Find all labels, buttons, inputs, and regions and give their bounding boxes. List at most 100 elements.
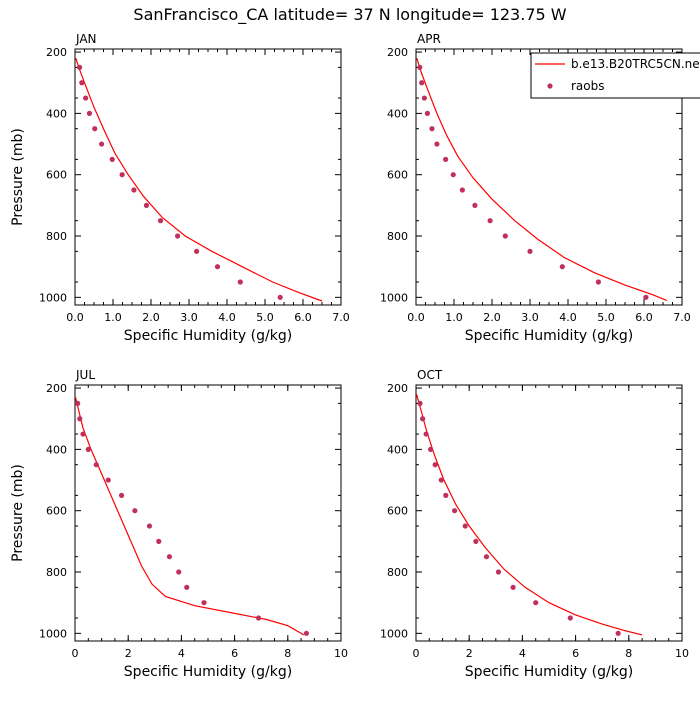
jan-xtick-label: 4.0: [218, 311, 236, 324]
oct-raobs-point: [451, 508, 458, 514]
apr-ytick-label: 400: [387, 107, 408, 120]
oct-ytick-label: 800: [387, 566, 408, 579]
oct-ytick-label: 600: [387, 505, 408, 518]
oct-raobs-point: [423, 431, 429, 437]
apr-raobs-point: [419, 80, 425, 86]
jul-raobs-point: [77, 416, 83, 422]
legend-model-label: b.e13.B20TRC5CN.ne120_g16.002: [571, 57, 700, 71]
jan-ytick-label: 800: [46, 230, 67, 243]
legend-obs-label: raobs: [571, 79, 605, 93]
apr-xtick-label: 1.0: [445, 311, 463, 324]
jan-xlabel: Specific Humidity (g/kg): [124, 328, 292, 344]
oct-xtick-label: 10: [675, 647, 689, 660]
jan-raobs-point: [79, 80, 85, 86]
oct-ytick-label: 200: [387, 382, 408, 395]
oct-panel-title: OCT: [417, 368, 443, 382]
oct-raobs-point: [510, 584, 516, 590]
jul-ytick-label: 600: [46, 505, 67, 518]
jul-raobs-point: [118, 492, 125, 498]
apr-xtick-label: 4.0: [559, 311, 577, 324]
apr-xtick-label: 0.0: [407, 311, 425, 324]
jul-ytick-label: 400: [46, 443, 67, 456]
apr-model-line: [416, 58, 668, 301]
apr-ytick-label: 200: [387, 46, 408, 59]
oct-raobs-point: [483, 554, 490, 560]
apr-panel-title: APR: [417, 32, 441, 46]
jan-ytick-label: 200: [46, 46, 67, 59]
oct-raobs-point: [443, 492, 449, 498]
jan-xtick-label: 7.0: [332, 311, 350, 324]
jan-raobs-point: [237, 279, 243, 285]
jan-raobs-point: [214, 264, 221, 270]
oct-model-line: [415, 394, 643, 636]
oct-raobs-point: [615, 630, 621, 636]
jul-ytick-label: 1000: [39, 627, 67, 640]
oct-xtick-label: 4: [519, 647, 526, 660]
jan-raobs-point: [92, 126, 98, 132]
jul-raobs-point: [201, 600, 207, 606]
apr-raobs-point: [443, 156, 449, 162]
oct-raobs-point: [473, 538, 479, 544]
jan-panel-title: JAN: [75, 32, 97, 46]
jul-xtick-label: 6: [231, 647, 238, 660]
jul-panel-title: JUL: [75, 368, 95, 382]
jul-xlabel: Specific Humidity (g/kg): [124, 664, 292, 680]
oct-raobs-point: [462, 523, 468, 529]
jan-model-line: [75, 58, 323, 302]
apr-xtick-label: 7.0: [673, 311, 691, 324]
apr-raobs-point: [417, 64, 423, 70]
apr-raobs-point: [643, 294, 649, 300]
jul-xtick-label: 8: [284, 647, 291, 660]
oct-xlabel: Specific Humidity (g/kg): [465, 664, 633, 680]
apr-raobs-point: [429, 126, 435, 132]
jul-ylabel: Pressure (mb): [10, 464, 26, 562]
jul-raobs-point: [166, 554, 173, 560]
oct-raobs-point: [533, 600, 539, 606]
jan-raobs-point: [99, 141, 105, 147]
apr-ytick-label: 600: [387, 169, 408, 182]
apr-raobs-point: [459, 187, 465, 193]
apr-raobs-point: [595, 279, 602, 285]
apr-ytick-label: 1000: [380, 291, 408, 304]
jan-ytick-label: 400: [46, 107, 67, 120]
oct-xtick-label: 0: [413, 647, 420, 660]
figure-title: SanFrancisco_CA latitude= 37 N longitude…: [133, 5, 566, 25]
jul-raobs-point: [85, 446, 91, 452]
jul-xtick-label: 10: [334, 647, 348, 660]
jul-xtick-label: 4: [178, 647, 185, 660]
jan-ytick-label: 600: [46, 169, 67, 182]
jul-raobs-point: [176, 569, 182, 575]
jul-xtick-label: 2: [125, 647, 132, 660]
jul-raobs-point: [146, 523, 153, 529]
oct-xtick-label: 8: [625, 647, 632, 660]
jan-xtick-label: 3.0: [180, 311, 198, 324]
jul-plot-frame: [74, 384, 342, 642]
oct-ytick-label: 1000: [380, 627, 408, 640]
apr-raobs-point: [450, 172, 456, 178]
jan-raobs-point: [131, 187, 137, 193]
jan-raobs-point: [157, 218, 164, 224]
oct-xtick-label: 2: [466, 647, 473, 660]
jul-raobs-point: [303, 630, 310, 636]
apr-raobs-point: [472, 202, 478, 208]
apr-ytick-label: 800: [387, 230, 408, 243]
jul-model-line: [74, 397, 305, 636]
apr-xtick-label: 6.0: [635, 311, 653, 324]
jul-raobs-point: [184, 584, 190, 590]
apr-xtick-label: 3.0: [521, 311, 539, 324]
jan-ytick-label: 1000: [39, 291, 67, 304]
apr-raobs-point: [527, 248, 533, 254]
legend-obs-marker: [547, 83, 553, 89]
jan-raobs-point: [277, 294, 283, 300]
jan-raobs-point: [194, 248, 200, 254]
jan-raobs-point: [76, 64, 83, 70]
jan-plot-frame: [74, 48, 342, 306]
jan-xtick-label: 2.0: [142, 311, 160, 324]
apr-raobs-point: [559, 264, 565, 270]
jul-raobs-point: [105, 477, 111, 483]
jul-raobs-point: [75, 400, 81, 406]
jan-ylabel: Pressure (mb): [10, 128, 26, 226]
jul-ytick-label: 800: [46, 566, 67, 579]
apr-xtick-label: 2.0: [483, 311, 501, 324]
apr-raobs-point: [421, 95, 427, 101]
